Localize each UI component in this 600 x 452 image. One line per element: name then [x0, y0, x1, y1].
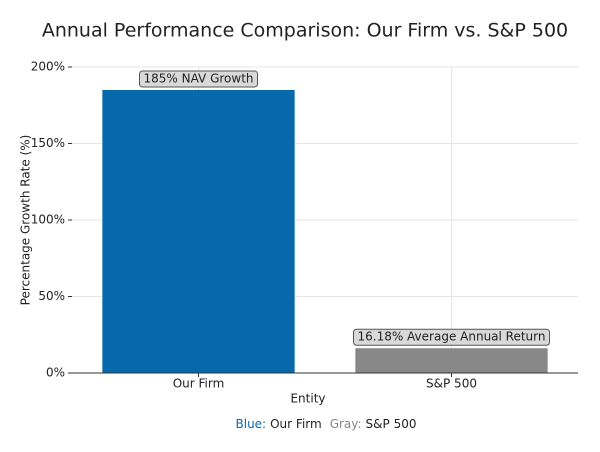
y-axis-label: Percentage Growth Rate (%)	[19, 135, 33, 306]
x-axis-label: Entity	[290, 392, 325, 406]
legend-key: Gray:	[330, 417, 362, 431]
x-tick-label: S&P 500	[426, 377, 477, 391]
legend-text: Blue: Our Firm Gray: S&P 500	[236, 417, 417, 431]
value-label-box	[352, 328, 551, 346]
legend: Blue: Our Firm Gray: S&P 500	[236, 417, 417, 431]
bar	[102, 89, 295, 373]
value-label: 16.18% Average Annual Return	[357, 330, 545, 344]
y-tick-label: 200%	[31, 60, 65, 74]
y-tick-label: 100%	[31, 213, 65, 227]
value-label: 185% NAV Growth	[144, 71, 254, 85]
legend-name: S&P 500	[366, 417, 417, 431]
value-label-box	[139, 70, 258, 88]
x-tick-label: Our Firm	[173, 377, 225, 391]
y-tick-label: 150%	[31, 136, 65, 150]
chart-title: Annual Performance Comparison: Our Firm …	[42, 20, 568, 42]
legend-key: Blue:	[236, 417, 267, 431]
bar	[355, 348, 548, 373]
y-tick-label: 50%	[38, 289, 65, 303]
legend-name: Our Firm	[270, 417, 322, 431]
y-tick-label: 0%	[46, 366, 65, 380]
